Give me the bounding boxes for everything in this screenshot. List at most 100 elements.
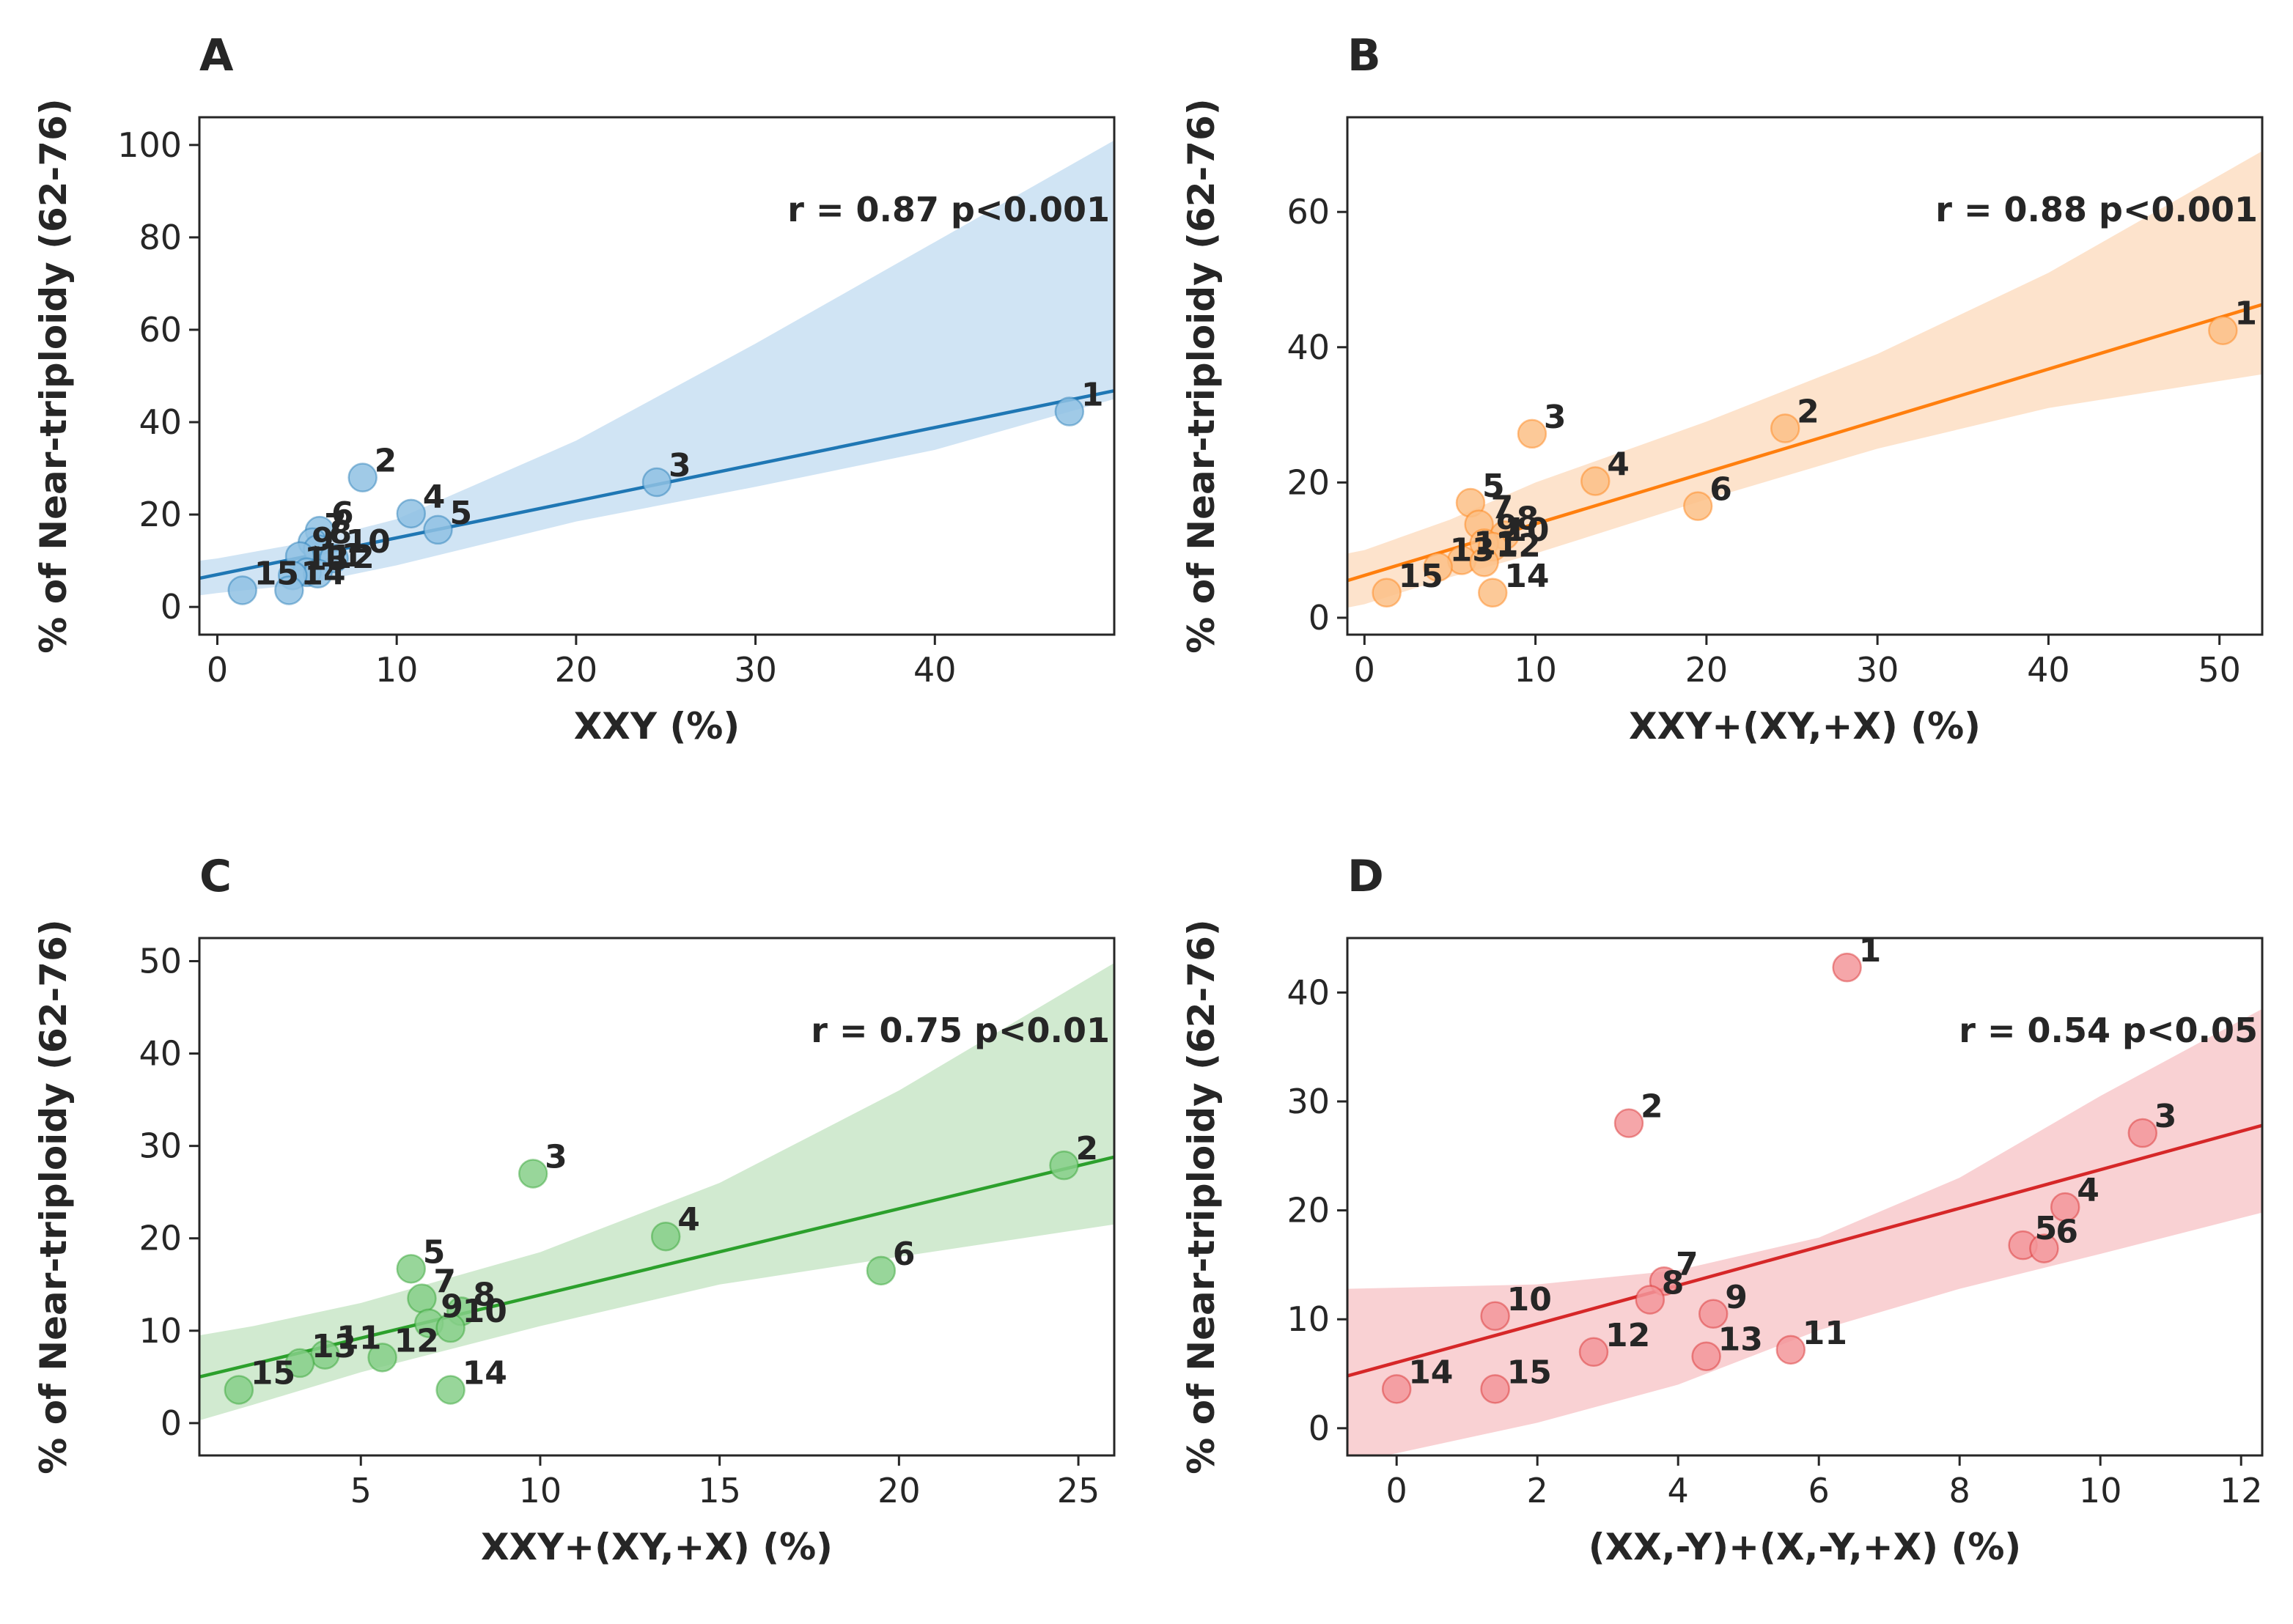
confidence-band — [1347, 151, 2262, 608]
data-point-12 — [367, 1343, 397, 1373]
data-point-5 — [396, 1254, 427, 1284]
x-tick-label: 6 — [1808, 1471, 1830, 1510]
y-tick-label: 100 — [117, 125, 182, 165]
data-point-14 — [435, 1375, 465, 1405]
y-tick-label: 30 — [1287, 1082, 1330, 1121]
data-point-12 — [1578, 1337, 1609, 1368]
point-label-2: 2 — [375, 443, 397, 480]
x-tick-label: 12 — [2220, 1471, 2263, 1510]
regression-line — [1347, 1123, 2262, 1378]
correlation-annotation: r = 0.88 p<0.001 — [1935, 190, 2258, 229]
point-label-4: 4 — [423, 479, 446, 516]
point-label-3: 3 — [1544, 399, 1567, 436]
point-label-11: 11 — [336, 1320, 381, 1357]
point-label-2: 2 — [1641, 1088, 1663, 1126]
y-tick-label: 10 — [1287, 1299, 1330, 1339]
data-point-5 — [423, 514, 453, 545]
data-point-12 — [1469, 547, 1499, 577]
point-label-7: 7 — [1676, 1246, 1698, 1283]
axes-frame — [198, 116, 1116, 636]
point-label-12: 12 — [1605, 1317, 1650, 1354]
data-point-2 — [1770, 413, 1800, 443]
y-tick-label: 80 — [139, 218, 182, 257]
y-axis-label: % of Near-triploidy (62-76) — [32, 98, 75, 653]
point-label-6: 6 — [2055, 1214, 2078, 1251]
x-axis-label: (XX,-Y)+(X,-Y,+X) (%) — [1589, 1526, 2022, 1568]
point-label-1: 1 — [1081, 377, 1104, 414]
point-label-9: 9 — [1496, 508, 1519, 545]
x-tick-label: 5 — [350, 1471, 372, 1510]
y-tick-label: 20 — [139, 495, 182, 534]
plot-area — [199, 963, 1114, 1421]
data-point-15 — [1372, 577, 1402, 608]
x-tick-label: 4 — [1668, 1471, 1689, 1510]
y-tick-label: 0 — [1309, 598, 1330, 638]
x-tick-label: 50 — [2198, 650, 2241, 690]
point-label-14: 14 — [1408, 1354, 1453, 1391]
data-point-2 — [347, 462, 378, 492]
point-label-14: 14 — [463, 1354, 507, 1392]
x-tick-label: 40 — [2027, 650, 2070, 690]
data-point-15 — [224, 1375, 254, 1405]
point-label-8: 8 — [1517, 500, 1539, 537]
data-point-14 — [274, 575, 304, 605]
x-tick-label: 10 — [2079, 1471, 2122, 1510]
y-tick-label: 0 — [1309, 1409, 1330, 1448]
point-label-12: 12 — [1496, 527, 1541, 564]
x-tick-label: 0 — [1354, 650, 1375, 690]
point-label-6: 6 — [1709, 471, 1732, 509]
plot-area — [1347, 952, 2262, 1455]
correlation-annotation: r = 0.54 p<0.05 — [1959, 1011, 2258, 1050]
point-label-13: 13 — [1718, 1321, 1763, 1359]
point-label-3: 3 — [669, 447, 691, 484]
data-point-1 — [1054, 396, 1085, 427]
point-label-6: 6 — [893, 1236, 916, 1273]
x-tick-label: 20 — [1685, 650, 1729, 690]
y-tick-label: 10 — [139, 1311, 182, 1351]
data-point-4 — [396, 498, 427, 529]
point-label-5: 5 — [2035, 1210, 2058, 1247]
y-tick-label: 40 — [1287, 972, 1330, 1012]
point-label-8: 8 — [473, 1276, 496, 1313]
x-tick-label: 30 — [734, 650, 777, 690]
point-label-11: 11 — [1803, 1315, 1847, 1352]
y-axis-label: % of Near-triploidy (62-76) — [1180, 98, 1223, 653]
y-tick-label: 40 — [139, 1034, 182, 1074]
plot-area — [1347, 151, 2262, 608]
x-tick-label: 20 — [877, 1471, 921, 1510]
point-label-3: 3 — [2154, 1098, 2177, 1135]
axes-frame — [1346, 116, 2264, 636]
y-axis-label: % of Near-triploidy (62-76) — [1180, 919, 1223, 1474]
point-label-4: 4 — [677, 1201, 700, 1239]
x-axis-label: XXY (%) — [574, 705, 740, 748]
x-tick-label: 10 — [519, 1471, 562, 1510]
data-point-3 — [518, 1159, 548, 1189]
point-label-5: 5 — [423, 1233, 446, 1271]
x-tick-label: 8 — [1949, 1471, 1970, 1510]
data-point-6 — [2029, 1233, 2059, 1263]
panel-letter: C — [199, 851, 232, 902]
data-point-3 — [1517, 418, 1547, 449]
point-label-15: 15 — [254, 555, 299, 592]
data-point-11 — [310, 1340, 340, 1370]
point-label-9: 9 — [441, 1288, 463, 1326]
panel-letter: D — [1347, 851, 1384, 902]
point-label-12: 12 — [330, 539, 375, 576]
point-label-9: 9 — [1725, 1279, 1748, 1316]
point-label-1: 1 — [2234, 295, 2257, 333]
data-point-3 — [2127, 1118, 2158, 1148]
x-axis-label: XXY+(XY,+X) (%) — [481, 1526, 833, 1568]
point-label-10: 10 — [1504, 512, 1549, 549]
data-point-1 — [1832, 952, 1862, 983]
point-label-12: 12 — [394, 1322, 439, 1359]
data-point-10 — [1480, 1301, 1510, 1332]
x-tick-label: 40 — [913, 650, 957, 690]
point-label-14: 14 — [301, 555, 345, 592]
plot-area — [199, 140, 1114, 605]
data-point-1 — [2208, 315, 2238, 345]
data-point-11 — [1775, 1335, 1806, 1365]
point-label-9: 9 — [312, 521, 334, 558]
point-label-7: 7 — [324, 507, 347, 545]
